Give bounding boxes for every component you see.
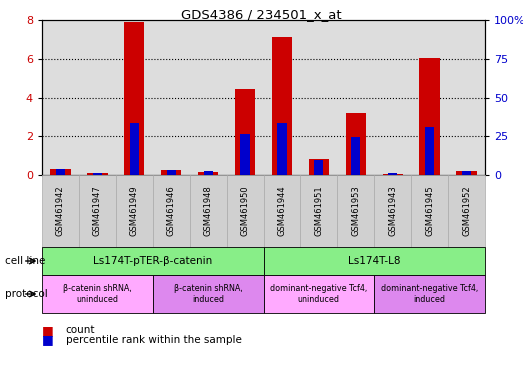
Text: GSM461948: GSM461948 bbox=[203, 185, 213, 237]
Bar bbox=[93, 173, 102, 175]
Text: GSM461943: GSM461943 bbox=[388, 185, 397, 237]
Text: dominant-negative Tcf4,
uninduced: dominant-negative Tcf4, uninduced bbox=[270, 284, 368, 304]
Bar bbox=[198, 172, 218, 175]
Text: Ls174T-L8: Ls174T-L8 bbox=[348, 256, 401, 266]
Bar bbox=[167, 170, 176, 175]
Bar bbox=[203, 171, 213, 175]
Text: GSM461947: GSM461947 bbox=[93, 185, 102, 237]
Text: count: count bbox=[65, 325, 95, 335]
Bar bbox=[419, 58, 440, 175]
Bar bbox=[56, 169, 65, 175]
Text: ■: ■ bbox=[42, 333, 54, 346]
Bar bbox=[351, 137, 360, 175]
Text: GSM461952: GSM461952 bbox=[462, 186, 471, 236]
Bar bbox=[388, 174, 397, 175]
Text: GSM461951: GSM461951 bbox=[314, 186, 323, 236]
Text: ■: ■ bbox=[42, 324, 54, 337]
Bar bbox=[346, 113, 366, 175]
Bar bbox=[425, 127, 434, 175]
Text: GSM461945: GSM461945 bbox=[425, 186, 434, 236]
Bar bbox=[161, 170, 181, 175]
Bar bbox=[50, 169, 71, 175]
Text: GSM461944: GSM461944 bbox=[278, 186, 287, 236]
Bar bbox=[462, 171, 471, 175]
Text: Ls174T-pTER-β-catenin: Ls174T-pTER-β-catenin bbox=[93, 256, 212, 266]
Text: GSM461950: GSM461950 bbox=[241, 186, 249, 236]
Bar bbox=[382, 174, 403, 175]
Text: GDS4386 / 234501_x_at: GDS4386 / 234501_x_at bbox=[181, 8, 342, 22]
Text: GSM461949: GSM461949 bbox=[130, 186, 139, 236]
Bar bbox=[87, 173, 108, 175]
Text: protocol: protocol bbox=[5, 289, 48, 299]
Text: dominant-negative Tcf4,
induced: dominant-negative Tcf4, induced bbox=[381, 284, 478, 304]
Text: GSM461953: GSM461953 bbox=[351, 185, 360, 237]
Text: β-catenin shRNA,
induced: β-catenin shRNA, induced bbox=[174, 284, 243, 304]
Bar bbox=[235, 89, 255, 175]
Text: GSM461946: GSM461946 bbox=[167, 185, 176, 237]
Bar bbox=[277, 123, 287, 175]
Bar bbox=[314, 160, 323, 175]
Text: percentile rank within the sample: percentile rank within the sample bbox=[65, 335, 242, 345]
Bar bbox=[272, 37, 292, 175]
Text: cell line: cell line bbox=[5, 256, 46, 266]
Text: GSM461942: GSM461942 bbox=[56, 186, 65, 236]
Text: β-catenin shRNA,
uninduced: β-catenin shRNA, uninduced bbox=[63, 284, 132, 304]
Bar bbox=[130, 123, 139, 175]
Bar bbox=[309, 159, 329, 175]
Bar bbox=[124, 22, 144, 175]
Bar bbox=[241, 134, 249, 175]
Bar bbox=[457, 171, 476, 175]
